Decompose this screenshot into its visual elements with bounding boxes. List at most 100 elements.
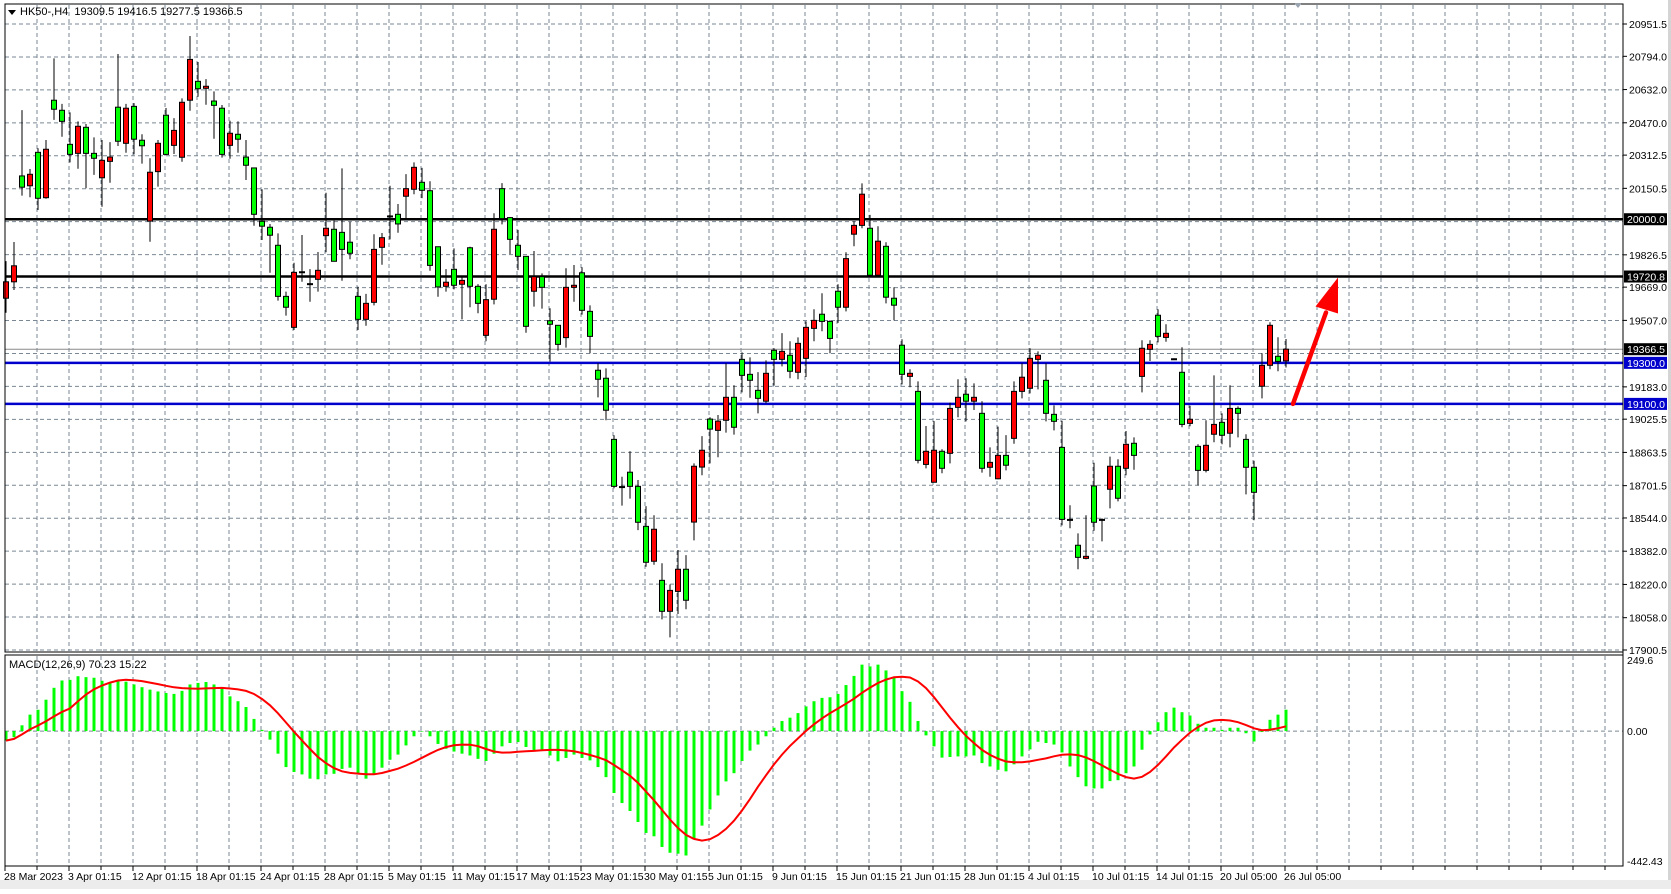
time-label: 23 May 01:15 — [580, 871, 644, 883]
chart-shift-marker-icon[interactable] — [1294, 3, 1302, 8]
macd-histogram-bar — [1236, 727, 1240, 732]
macd-histogram-bar — [940, 731, 944, 758]
candle — [307, 269, 313, 302]
candle-body-down — [755, 389, 761, 399]
macd-histogram-bar — [964, 731, 968, 757]
candle-body-up — [43, 148, 49, 199]
candle-body-down — [595, 369, 601, 380]
candle — [1043, 363, 1049, 422]
candle — [1011, 381, 1017, 444]
candle — [355, 286, 361, 331]
candle-body-up — [1035, 354, 1041, 360]
macd-histogram-bar — [1052, 731, 1056, 745]
macd-histogram-bar — [996, 731, 1000, 770]
candle-body-up — [691, 465, 697, 523]
macd-indicator — [4, 664, 1288, 856]
candle-body-down — [427, 190, 433, 266]
candle-body-up — [443, 281, 449, 287]
candle — [883, 242, 889, 304]
macd-histogram-bar — [228, 696, 232, 732]
symbol-timeframe: HK50-,H4 — [20, 6, 69, 18]
candle-body-up — [171, 129, 177, 146]
candle — [51, 58, 57, 120]
macd-histogram-bar — [132, 684, 136, 732]
candle — [115, 54, 121, 146]
candle-body-up — [187, 58, 193, 101]
time-label: 26 Jul 05:00 — [1284, 871, 1341, 883]
candle-body-down — [163, 114, 169, 155]
macd-histogram-bar — [916, 721, 920, 732]
candle-body-down — [451, 268, 457, 286]
candle — [515, 229, 521, 271]
candle-body-up — [203, 85, 209, 89]
macd-histogram-bar — [788, 717, 792, 732]
macd-histogram-bar — [716, 731, 720, 796]
candle — [347, 221, 353, 260]
macd-histogram-bar — [756, 731, 760, 745]
macd-histogram-bar — [308, 731, 312, 779]
current-price-label-box — [1624, 343, 1667, 356]
macd-histogram-bar — [364, 731, 368, 779]
macd-histogram-bar — [268, 731, 272, 740]
macd-histogram-bar — [204, 682, 208, 732]
candle — [627, 451, 633, 499]
candle-body-down — [627, 471, 633, 487]
candle — [891, 287, 897, 321]
candle-body-down — [1131, 442, 1137, 456]
macd-histogram-bar — [540, 731, 544, 751]
candle-body-down — [131, 105, 137, 140]
candle — [147, 158, 153, 242]
candle-body-up — [1227, 407, 1233, 434]
candle — [851, 221, 857, 247]
macd-histogram-bar — [412, 731, 416, 737]
candle — [275, 233, 281, 301]
candle — [91, 137, 97, 175]
macd-histogram-bar — [580, 731, 584, 758]
candle — [131, 103, 137, 155]
candle — [563, 268, 569, 348]
macd-histogram-bar — [1204, 727, 1208, 732]
candle-body-down — [499, 188, 505, 220]
macd-histogram-bar — [844, 685, 848, 732]
candle-body-down — [1195, 445, 1201, 471]
macd-histogram-bar — [196, 682, 200, 732]
candle — [659, 563, 665, 620]
annotation-arrow[interactable] — [1290, 277, 1338, 407]
candle-body-down — [707, 418, 713, 430]
macd-histogram-bar — [548, 731, 552, 756]
macd-histogram-bar — [36, 709, 40, 732]
candle — [59, 103, 65, 137]
macd-histogram-bar — [236, 701, 240, 732]
macd-histogram-bar — [276, 731, 280, 754]
macd-label: MACD(12,26,9) 70.23 15.22 — [9, 659, 147, 671]
candle — [731, 385, 737, 435]
macd-histogram-bar — [172, 693, 176, 732]
macd-histogram-bar — [1268, 719, 1272, 732]
macd-histogram-bar — [436, 731, 440, 744]
macd-histogram-bar — [948, 731, 952, 758]
macd-histogram-bar — [1100, 731, 1104, 789]
candle — [555, 324, 561, 351]
macd-histogram-bar — [460, 731, 464, 754]
candle — [443, 269, 449, 292]
candle — [267, 223, 273, 273]
candle-body-up — [27, 173, 33, 187]
candle-body-down — [355, 295, 361, 320]
candle-body-up — [619, 486, 625, 489]
candle-body-down — [963, 393, 969, 402]
candle-body-down — [1155, 314, 1161, 337]
candle-body-down — [283, 295, 289, 308]
line-price-label-box — [1624, 270, 1667, 283]
candle — [939, 449, 945, 474]
candle-body-down — [747, 373, 753, 381]
line-price-label: 20000.0 — [1627, 214, 1665, 226]
candle-body-down — [275, 244, 281, 297]
macd-histogram-bar — [84, 677, 88, 732]
candle — [139, 134, 145, 164]
candle-body-up — [931, 449, 937, 483]
candle-body-up — [667, 589, 673, 612]
chart-menu-triangle-icon[interactable] — [8, 10, 16, 15]
candle-body-up — [403, 188, 409, 197]
